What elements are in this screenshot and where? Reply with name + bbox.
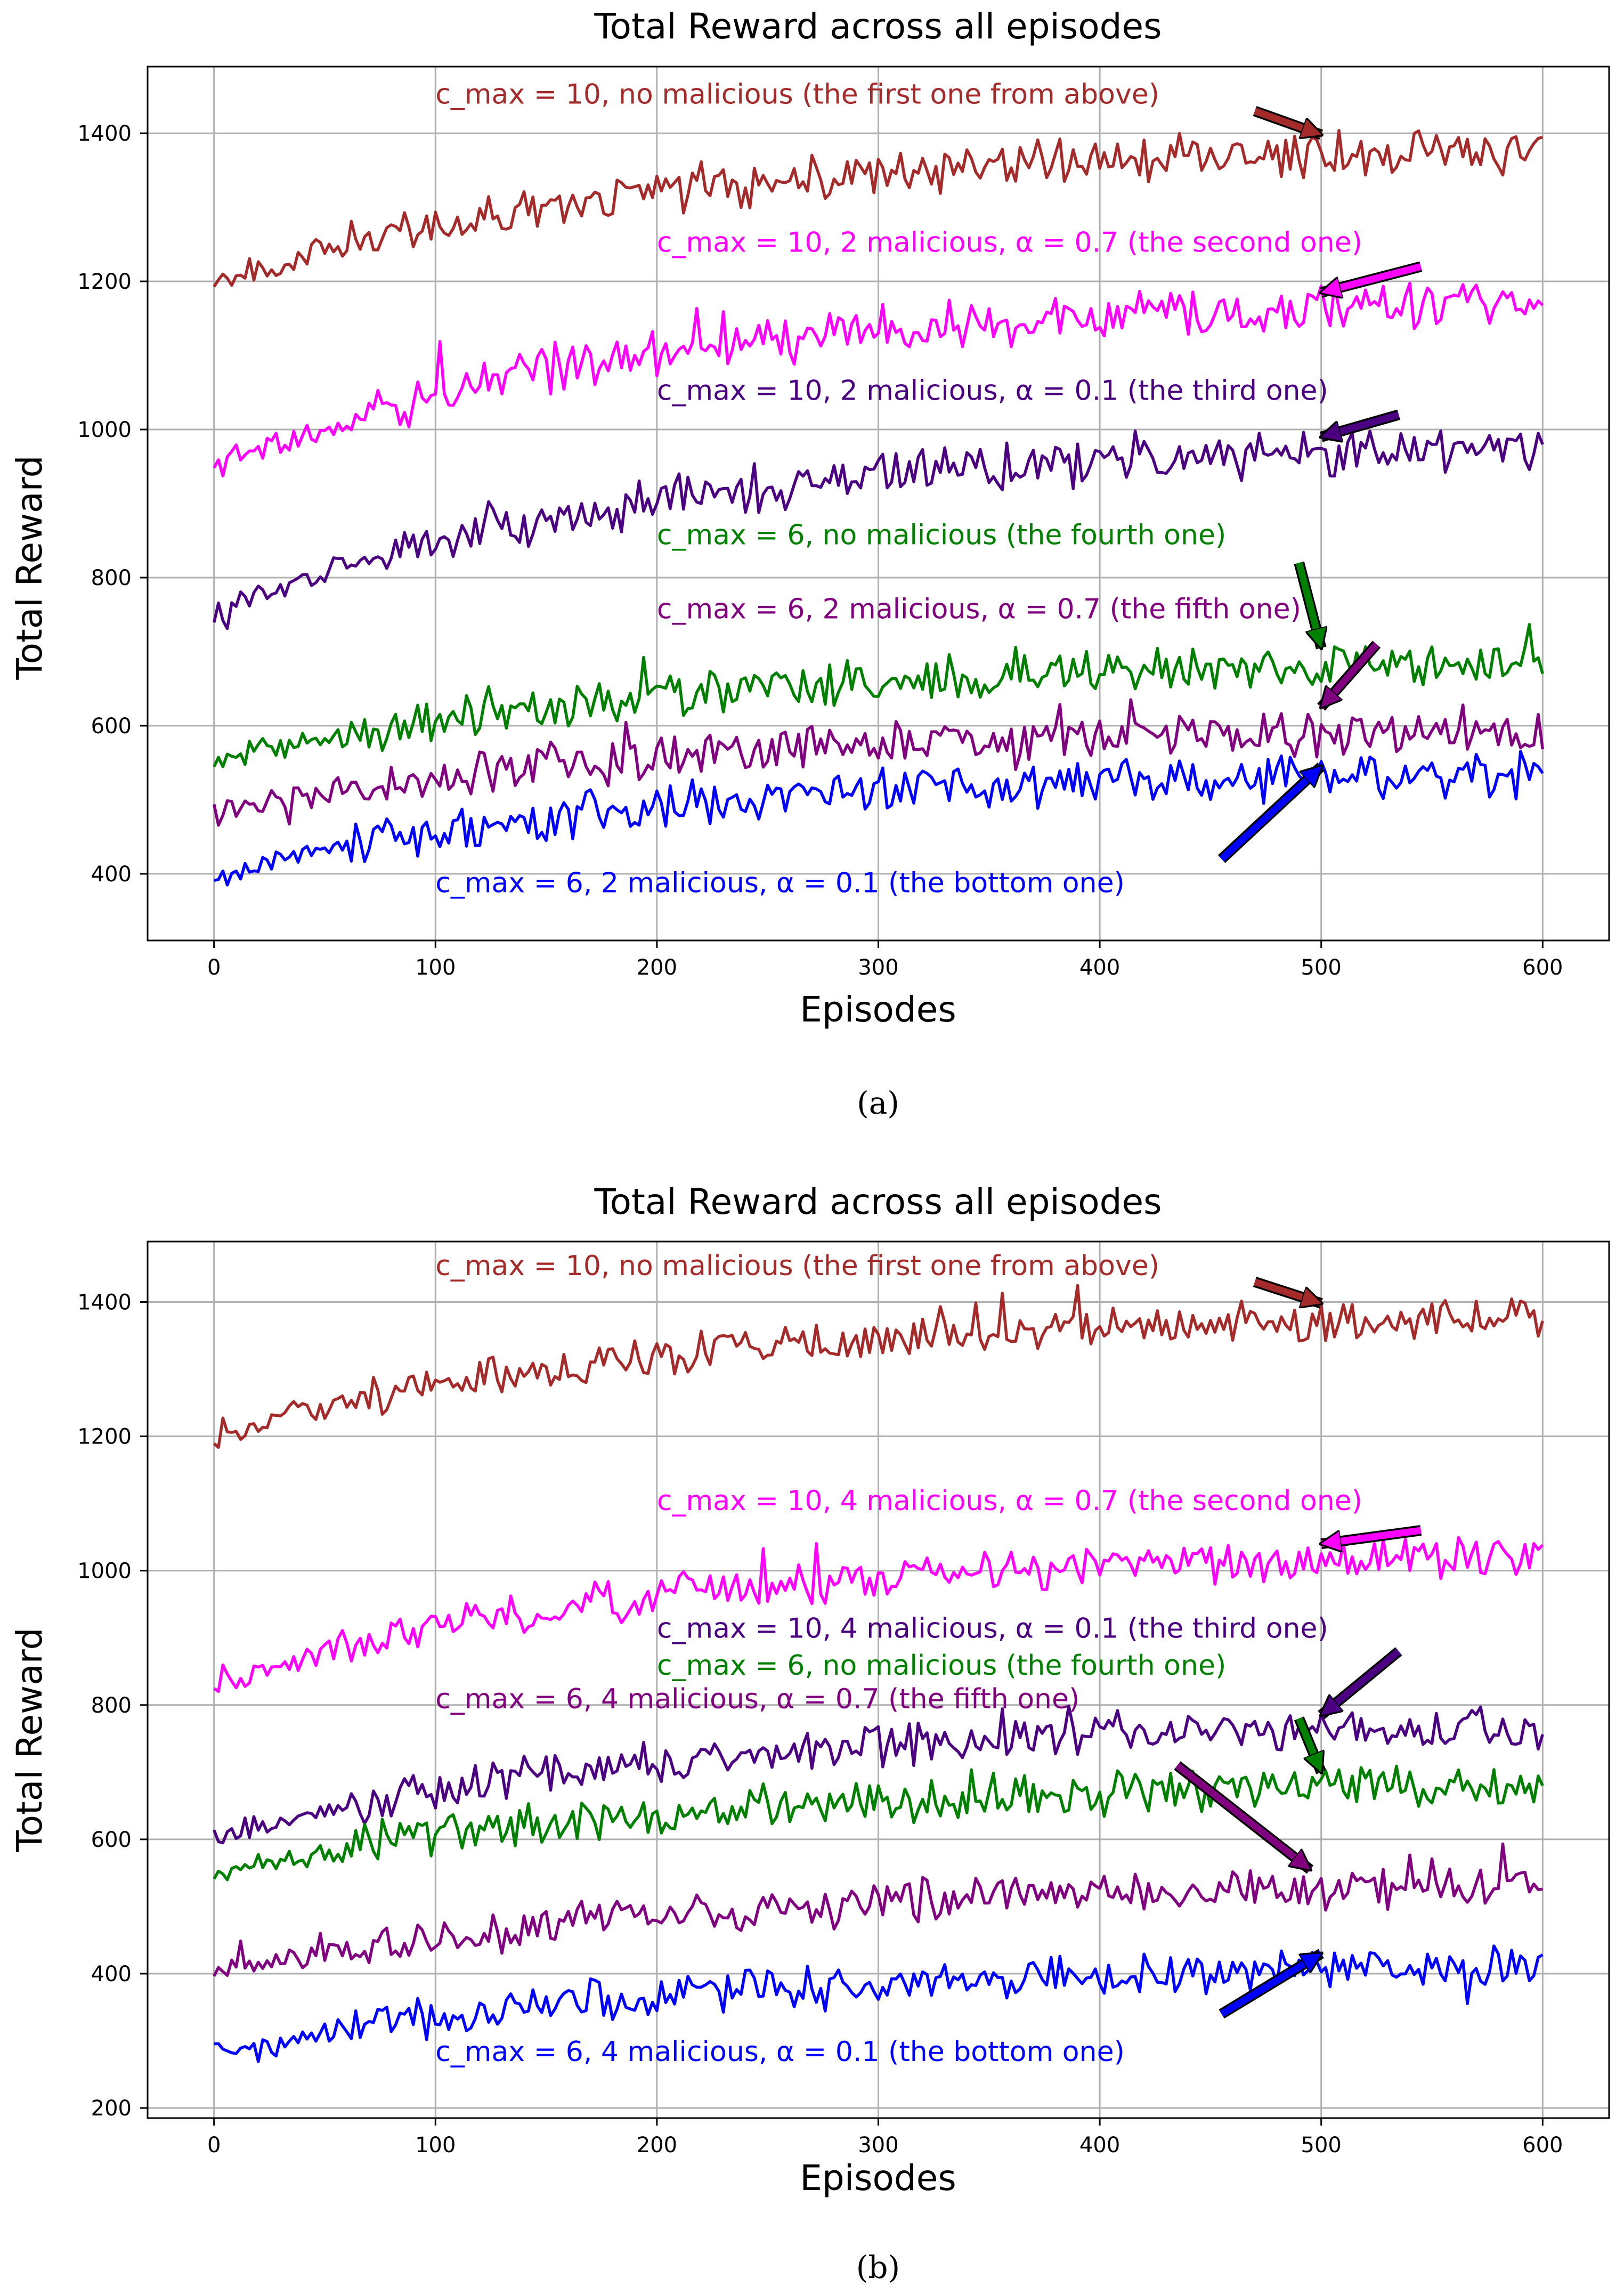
- annotation-label: c_max = 10, 2 malicious, α = 0.1 (the th…: [657, 375, 1328, 407]
- y-tick-label: 400: [91, 1962, 132, 1986]
- x-tick-label: 300: [858, 955, 898, 980]
- series-line: [213, 1536, 1544, 1693]
- annotation-label: c_max = 6, no malicious (the fourth one): [657, 1650, 1226, 1682]
- chart-title: Total Reward across all episodes: [594, 6, 1162, 47]
- plot-frame: [147, 1240, 1610, 2119]
- chart-title: Total Reward across all episodes: [594, 1181, 1162, 1222]
- x-tick-label: 200: [637, 2133, 677, 2158]
- annotation-label: c_max = 10, 4 malicious, α = 0.1 (the th…: [657, 1613, 1328, 1645]
- x-tick-label: 100: [415, 955, 456, 980]
- x-tick-label: 0: [207, 955, 221, 980]
- x-tick-label: 400: [1079, 955, 1120, 980]
- x-tick-label: 600: [1522, 2133, 1563, 2158]
- annotation-arrow: [1296, 1717, 1321, 1772]
- series-line: [213, 1842, 1543, 1977]
- y-tick-label: 600: [91, 714, 132, 739]
- y-tick-label: 1000: [77, 418, 132, 442]
- panel-caption: (a): [857, 1085, 899, 1121]
- x-tick-label: 600: [1522, 955, 1563, 980]
- x-tick-label: 300: [858, 2133, 898, 2158]
- y-axis-label: Total Reward: [9, 456, 50, 680]
- y-tick-label: 1400: [77, 1290, 132, 1315]
- panel-caption: (b): [856, 2249, 900, 2285]
- annotation-label: c_max = 10, no malicious (the first one …: [435, 78, 1159, 110]
- annotation-label: c_max = 10, 2 malicious, α = 0.7 (the se…: [657, 226, 1362, 258]
- plot-frame: [147, 66, 1610, 942]
- annotation-label: c_max = 6, 2 malicious, α = 0.1 (the bot…: [435, 867, 1125, 899]
- annotation-arrow: [1219, 766, 1321, 862]
- y-tick-label: 800: [91, 1693, 132, 1718]
- panel-b: Total Reward across all episodes 0 100 200…: [9, 1181, 1610, 2285]
- y-tick-label: 1200: [77, 1425, 132, 1449]
- y-tick-label: 600: [91, 1828, 132, 1852]
- annotation-arrow: [1295, 562, 1321, 648]
- x-tick-label: 500: [1301, 955, 1342, 980]
- annotation-arrow: [1321, 1648, 1401, 1718]
- x-tick-label: 100: [415, 2133, 456, 2158]
- y-tick-label: 800: [91, 566, 132, 590]
- panel-a: Total Reward across all episodes 0 100 200…: [9, 6, 1610, 1121]
- annotation-arrow: [1220, 1950, 1321, 2017]
- x-tick-label: 200: [637, 955, 677, 980]
- annotation-arrow: [1321, 411, 1400, 437]
- annotation-arrow: [1254, 1278, 1321, 1303]
- series-line: [213, 1764, 1544, 1882]
- annotation-label: c_max = 10, 4 malicious, α = 0.7 (the se…: [657, 1485, 1362, 1517]
- y-tick-label: 1400: [77, 121, 132, 146]
- series-line: [214, 750, 1544, 887]
- annotation-label: c_max = 6, 4 malicious, α = 0.7 (the fif…: [435, 1683, 1079, 1715]
- y-tick-label: 400: [91, 862, 132, 887]
- annotation-label: c_max = 10, no malicious (the first one …: [435, 1250, 1159, 1282]
- x-tick-label: 0: [207, 2133, 221, 2158]
- x-tick-label: 500: [1301, 2133, 1342, 2158]
- y-tick-label: 200: [91, 2096, 132, 2121]
- x-axis-label: Episodes: [800, 2158, 956, 2199]
- annotation-arrow: [1321, 263, 1422, 293]
- y-tick-label: 1200: [77, 270, 132, 294]
- annotation-arrow: [1321, 642, 1379, 707]
- series-line: [213, 623, 1544, 768]
- series-line: [213, 129, 1544, 288]
- annotation-label: c_max = 6, 4 malicious, α = 0.1 (the bot…: [435, 2036, 1125, 2068]
- x-axis-label: Episodes: [800, 989, 956, 1030]
- x-tick-label: 400: [1079, 2133, 1120, 2158]
- annotation-arrow: [1175, 1763, 1310, 1872]
- y-axis-label: Total Reward: [9, 1628, 50, 1853]
- annotation-arrow: [1253, 108, 1321, 134]
- series-line: [213, 429, 1544, 630]
- series-line: [213, 698, 1545, 827]
- annotation-label: c_max = 6, 2 malicious, α = 0.7 (the fif…: [657, 593, 1301, 625]
- annotation-arrow: [1321, 1527, 1422, 1544]
- annotation-label: c_max = 6, no malicious (the fourth one): [657, 519, 1226, 551]
- y-tick-label: 1000: [77, 1559, 132, 1584]
